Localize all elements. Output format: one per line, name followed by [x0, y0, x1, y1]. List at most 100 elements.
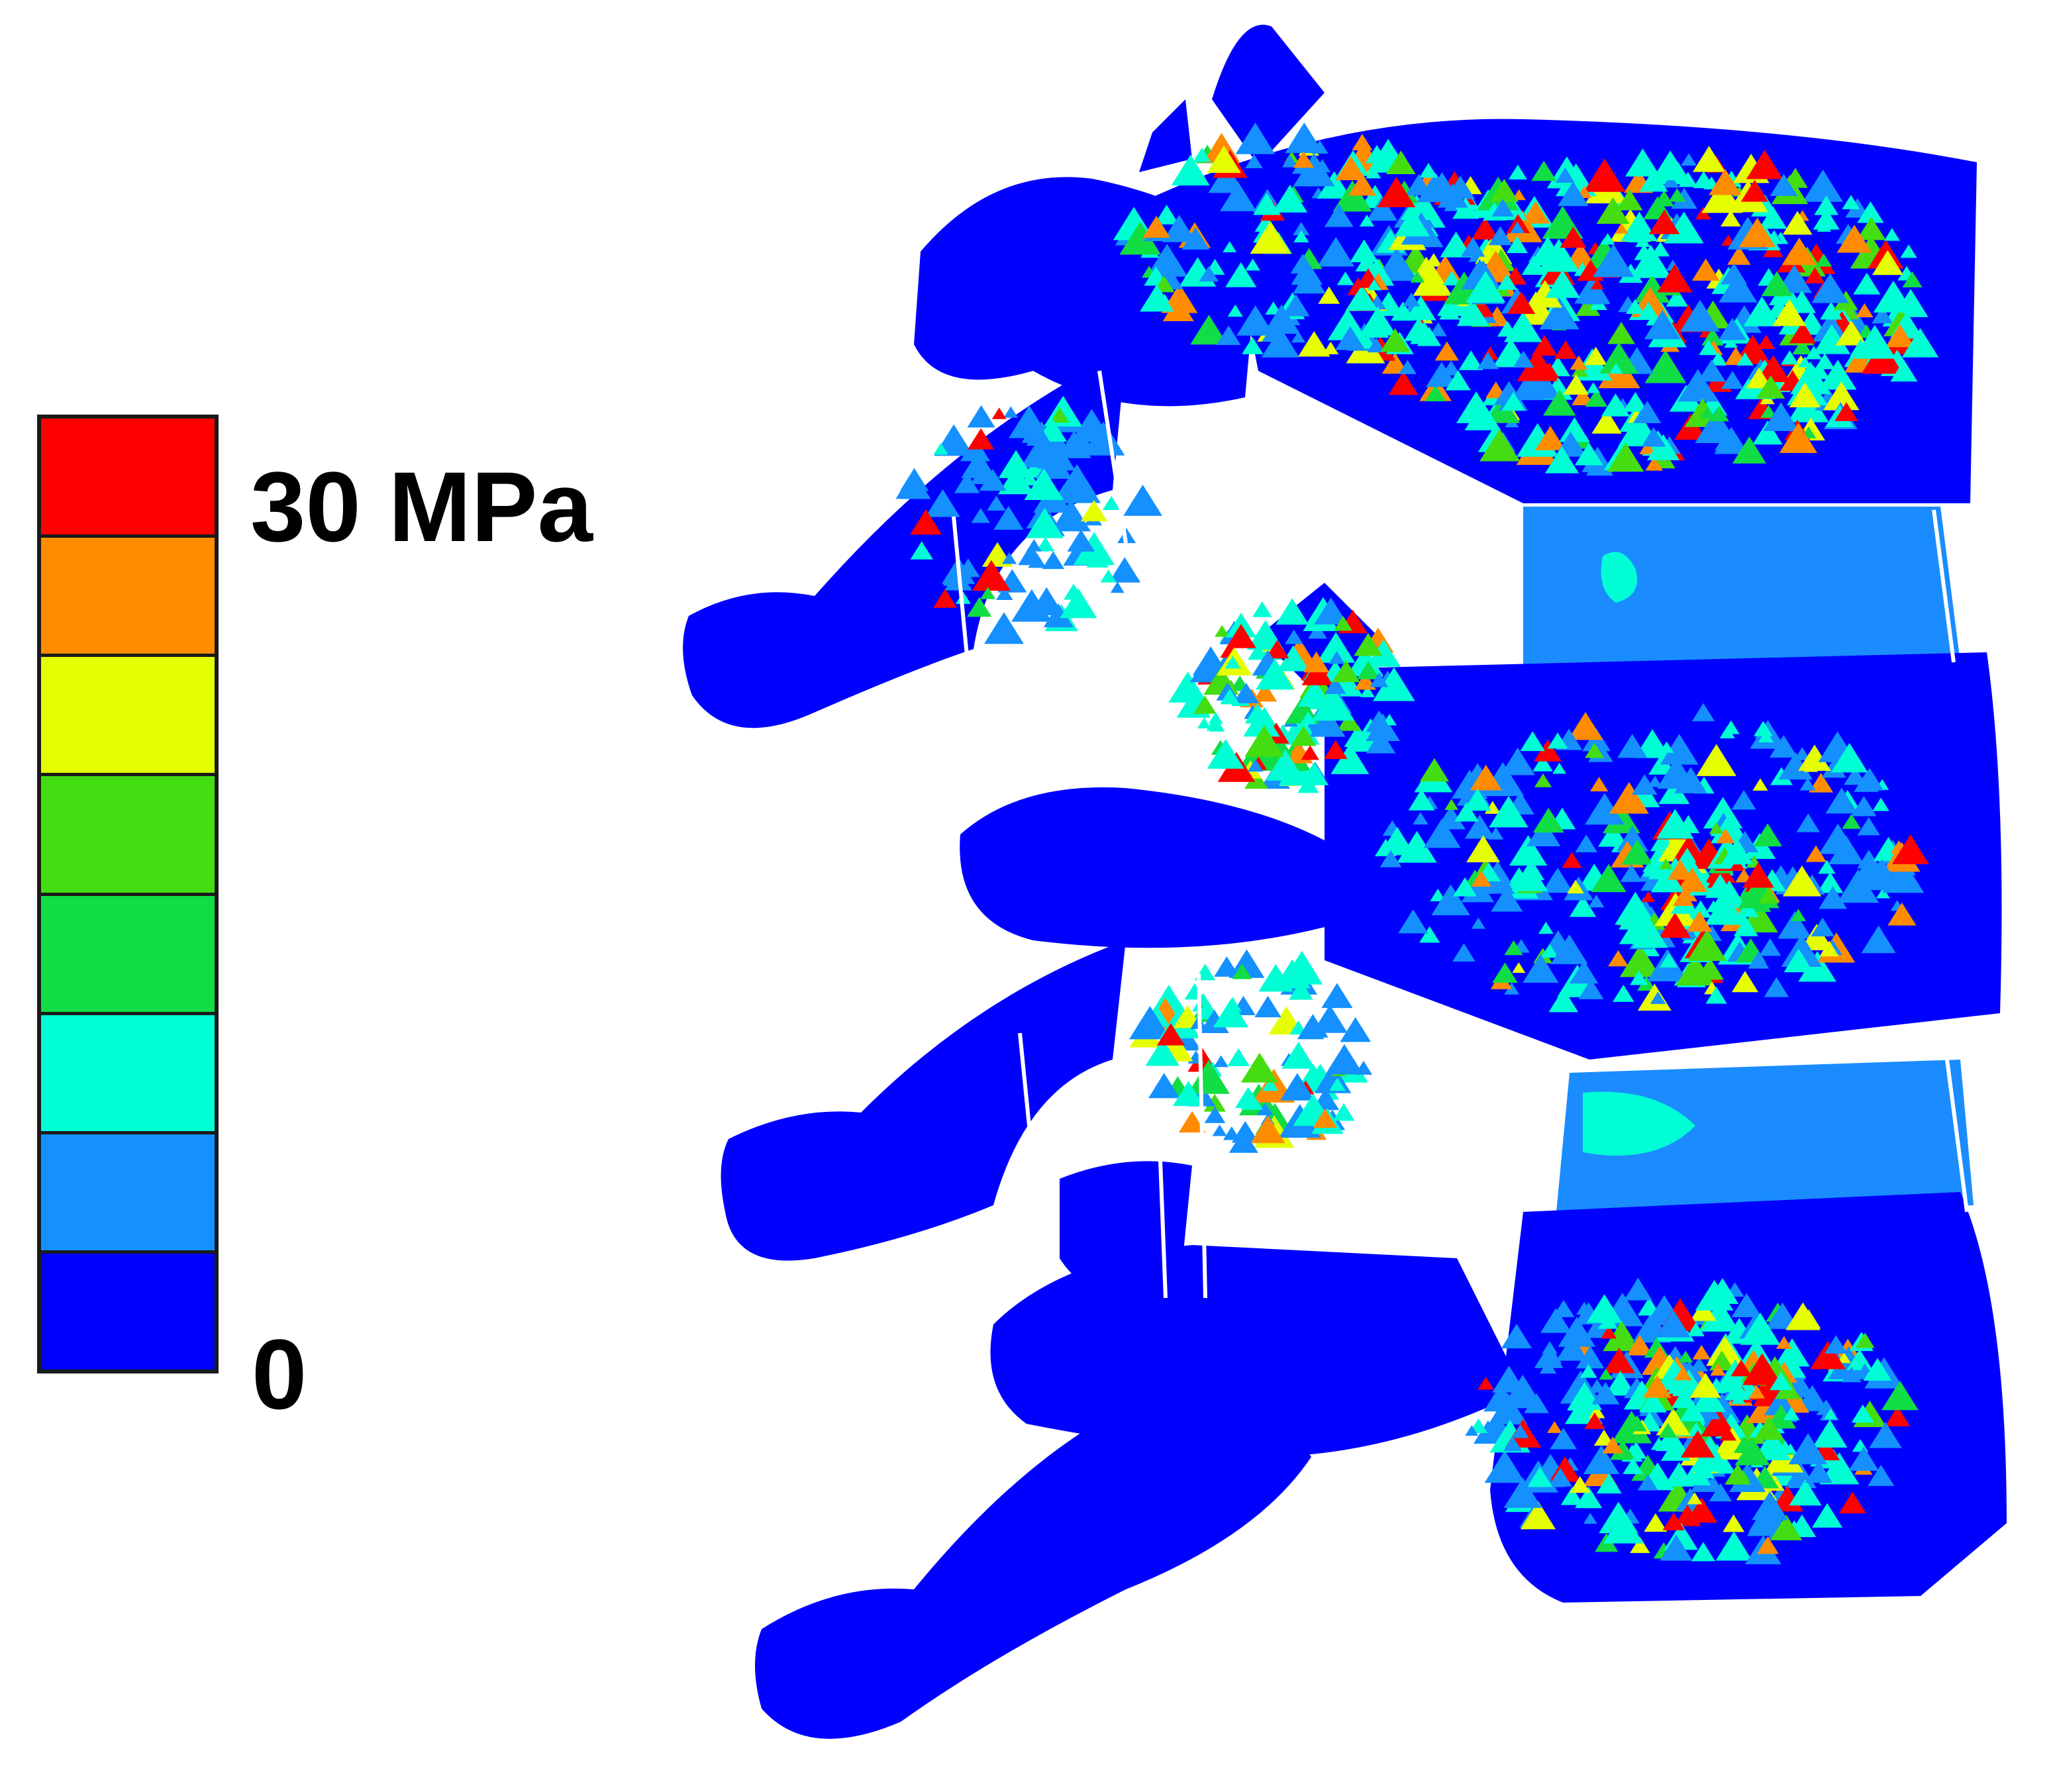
stress-element — [1266, 640, 1289, 659]
stress-element — [1648, 775, 1662, 787]
stress-element — [1602, 1436, 1624, 1454]
stress-element — [1192, 646, 1229, 675]
stress-element — [1637, 301, 1660, 320]
stress-element — [1658, 1422, 1678, 1438]
stress-element — [1687, 1322, 1705, 1336]
stress-element — [1657, 264, 1693, 293]
stress-element — [1504, 940, 1523, 956]
stress-element — [1671, 187, 1697, 209]
stress-element — [1740, 179, 1769, 202]
stress-element — [1689, 900, 1712, 918]
stress-element — [1783, 948, 1814, 973]
stress-element — [1212, 1124, 1227, 1136]
stress-element — [1709, 1483, 1732, 1502]
stress-element — [1778, 752, 1813, 780]
stress-element — [1639, 1390, 1667, 1413]
stress-element — [1645, 456, 1664, 471]
stress-element — [1759, 938, 1781, 956]
stress-element — [1501, 1324, 1532, 1349]
stress-element — [1520, 1501, 1556, 1530]
stress-element — [1820, 301, 1842, 320]
stress-element — [1733, 916, 1758, 936]
stress-element — [1290, 254, 1316, 274]
stress-element — [1513, 350, 1534, 368]
stress-element — [1752, 421, 1783, 445]
stress-element — [1616, 189, 1643, 211]
stress-element — [1548, 1468, 1572, 1487]
stress-element — [1199, 266, 1219, 282]
stress-element — [1569, 895, 1597, 917]
stress-element — [1262, 1077, 1279, 1091]
stress-element — [1231, 1120, 1259, 1143]
stress-element — [1818, 860, 1836, 874]
stress-element — [1691, 703, 1715, 722]
stress-element — [1413, 264, 1452, 296]
stress-element — [1689, 1422, 1703, 1434]
stress-element — [1529, 236, 1566, 266]
stress-element — [1764, 1389, 1797, 1416]
stress-element — [1303, 651, 1330, 673]
stress-element — [1603, 1511, 1644, 1544]
stress-element — [1644, 350, 1687, 383]
stress-element — [1558, 181, 1589, 207]
stress-element — [1552, 1299, 1575, 1318]
stress-element — [1350, 239, 1379, 262]
stress-element — [1664, 211, 1704, 244]
stress-element — [1360, 306, 1397, 336]
stress-element — [1630, 244, 1672, 278]
stress-element — [1531, 160, 1557, 181]
stress-element — [1276, 598, 1309, 625]
stress-element — [1853, 272, 1881, 295]
stress-element — [1178, 1111, 1206, 1133]
stress-element — [1660, 443, 1678, 458]
stress-element — [1452, 943, 1476, 962]
stress-element — [1727, 246, 1751, 265]
stress-element — [1471, 870, 1492, 887]
stress-element — [1532, 755, 1553, 772]
stress-element — [1574, 442, 1603, 466]
stress-element — [1824, 1408, 1838, 1420]
stress-element — [1644, 310, 1681, 340]
stress-element — [1834, 402, 1858, 421]
stress-element — [1521, 201, 1550, 224]
stress-element — [1873, 280, 1914, 313]
stress-element — [1552, 762, 1566, 774]
stress-element — [1547, 732, 1568, 749]
stress-element — [1223, 241, 1237, 252]
stress-element — [1842, 813, 1861, 829]
stress-element — [1667, 1369, 1698, 1394]
stress-element — [1583, 158, 1626, 192]
stress-element — [1798, 744, 1831, 771]
stress-element — [1599, 342, 1638, 373]
stress-element — [1272, 184, 1308, 213]
stress-element — [1633, 401, 1662, 423]
stress-element — [1715, 1531, 1752, 1561]
stress-element — [1608, 950, 1629, 967]
stress-element — [1824, 1335, 1848, 1354]
stress-element — [1489, 795, 1529, 828]
stress-element — [1190, 315, 1228, 345]
stress-element — [1119, 221, 1162, 255]
stress-element — [1828, 835, 1864, 865]
stress-element — [910, 509, 942, 535]
stress-element — [1817, 871, 1844, 893]
stress-element — [1761, 271, 1793, 297]
stress-element — [1783, 1407, 1800, 1420]
stress-element — [991, 407, 1007, 419]
stress-element — [1872, 306, 1893, 324]
stress-element — [1336, 711, 1362, 731]
stress-element — [1586, 382, 1601, 393]
stress-element — [1610, 1440, 1636, 1460]
stress-element — [910, 541, 933, 560]
stress-element — [1567, 879, 1584, 894]
stress-element — [1297, 1017, 1325, 1040]
stress-element — [1851, 795, 1877, 817]
stress-element — [1695, 957, 1724, 980]
stress-element — [1011, 589, 1052, 622]
stress-element — [1659, 741, 1674, 753]
stress-element — [1662, 174, 1679, 188]
stress-element — [1848, 1446, 1879, 1471]
stress-element — [1501, 391, 1526, 411]
stress-element — [1334, 615, 1352, 631]
stress-element — [1503, 1477, 1542, 1509]
